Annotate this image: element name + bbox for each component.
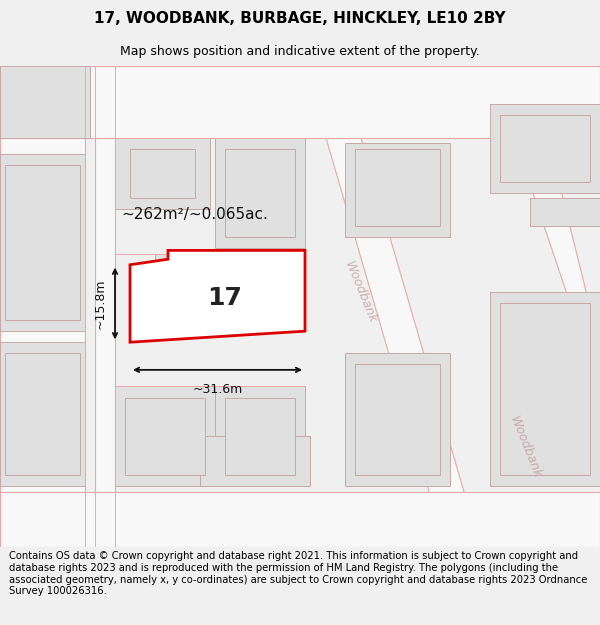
Polygon shape [0, 66, 85, 547]
Polygon shape [215, 386, 305, 486]
Polygon shape [500, 304, 590, 475]
Polygon shape [5, 165, 80, 320]
Polygon shape [345, 143, 450, 237]
Polygon shape [225, 398, 295, 475]
Polygon shape [490, 104, 600, 193]
Text: ~262m²/~0.065ac.: ~262m²/~0.065ac. [122, 208, 268, 222]
Polygon shape [115, 386, 215, 486]
Polygon shape [225, 149, 295, 237]
Text: ~31.6m: ~31.6m [193, 383, 242, 396]
Polygon shape [500, 116, 590, 182]
Polygon shape [305, 66, 480, 547]
Polygon shape [0, 66, 600, 138]
Text: Woodbank: Woodbank [341, 259, 379, 326]
Polygon shape [355, 149, 440, 226]
Polygon shape [345, 353, 450, 486]
Polygon shape [0, 154, 85, 331]
Polygon shape [0, 342, 85, 486]
Polygon shape [490, 66, 600, 392]
Polygon shape [490, 292, 600, 486]
Polygon shape [130, 251, 305, 343]
Polygon shape [0, 66, 90, 138]
Polygon shape [355, 364, 440, 475]
Text: Contains OS data © Crown copyright and database right 2021. This information is : Contains OS data © Crown copyright and d… [9, 551, 587, 596]
Polygon shape [165, 261, 235, 320]
Polygon shape [230, 248, 305, 314]
Polygon shape [0, 491, 600, 547]
Polygon shape [530, 198, 600, 226]
Text: 17, WOODBANK, BURBAGE, HINCKLEY, LE10 2BY: 17, WOODBANK, BURBAGE, HINCKLEY, LE10 2B… [94, 11, 506, 26]
Text: Woodbank: Woodbank [506, 414, 544, 481]
Text: Map shows position and indicative extent of the property.: Map shows position and indicative extent… [120, 45, 480, 58]
Text: 17: 17 [208, 286, 242, 310]
Text: ~15.8m: ~15.8m [94, 278, 107, 329]
Polygon shape [215, 138, 305, 248]
Polygon shape [125, 398, 205, 475]
Polygon shape [115, 138, 210, 209]
Polygon shape [5, 353, 80, 475]
Polygon shape [95, 66, 115, 547]
Polygon shape [130, 149, 195, 198]
Polygon shape [200, 436, 310, 486]
Polygon shape [155, 254, 245, 331]
